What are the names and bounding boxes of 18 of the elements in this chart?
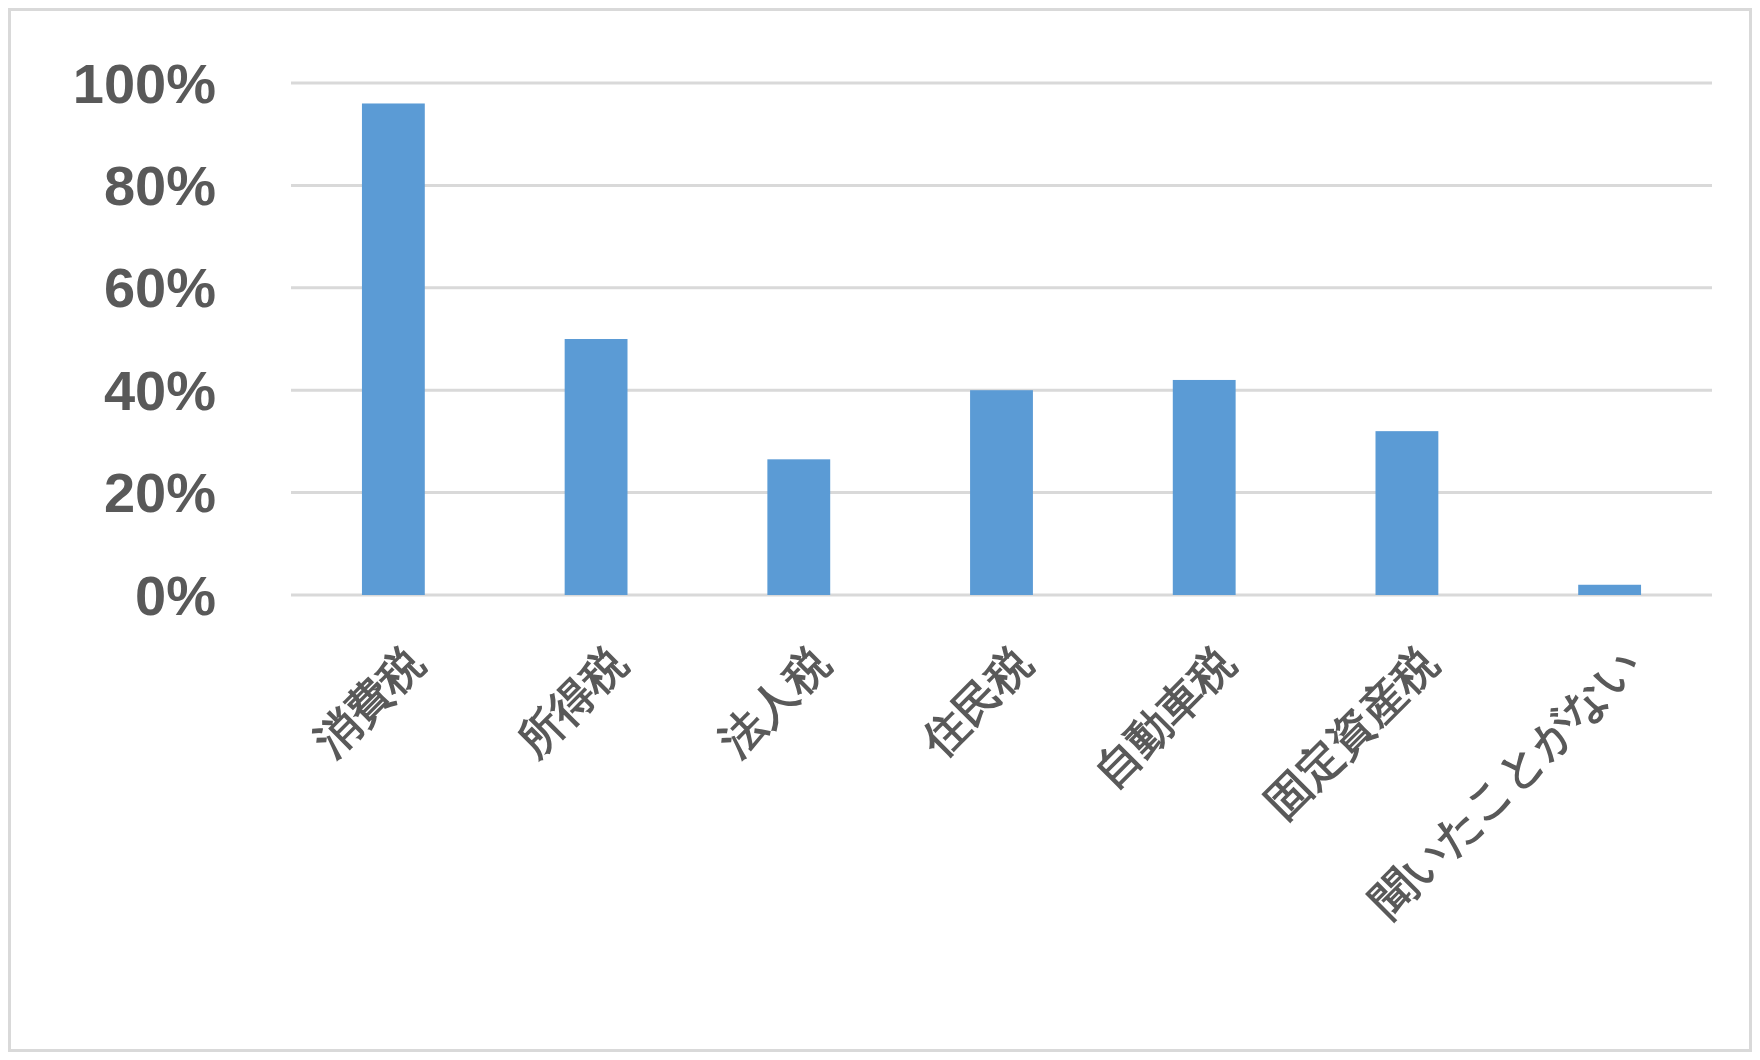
x-tick-label: 住民税 xyxy=(911,637,1041,768)
bar xyxy=(1578,584,1642,595)
y-tick-label: 100% xyxy=(72,51,216,115)
y-tick-label: 40% xyxy=(103,358,216,422)
y-tick-label: 0% xyxy=(135,563,216,627)
x-tick-label: 消費税 xyxy=(303,637,433,767)
x-tick-label: 法人税 xyxy=(709,637,839,767)
bar xyxy=(1375,431,1439,595)
x-tick-label: 自動車税 xyxy=(1084,637,1244,797)
bar xyxy=(361,103,425,595)
bar xyxy=(970,390,1033,595)
bar xyxy=(564,339,628,595)
bar xyxy=(767,459,831,595)
x-tick-label: 所得税 xyxy=(506,637,636,767)
bar xyxy=(1172,379,1236,595)
y-tick-label: 80% xyxy=(103,154,216,217)
y-tick-label: 20% xyxy=(103,461,216,525)
y-tick-label: 60% xyxy=(103,256,216,320)
